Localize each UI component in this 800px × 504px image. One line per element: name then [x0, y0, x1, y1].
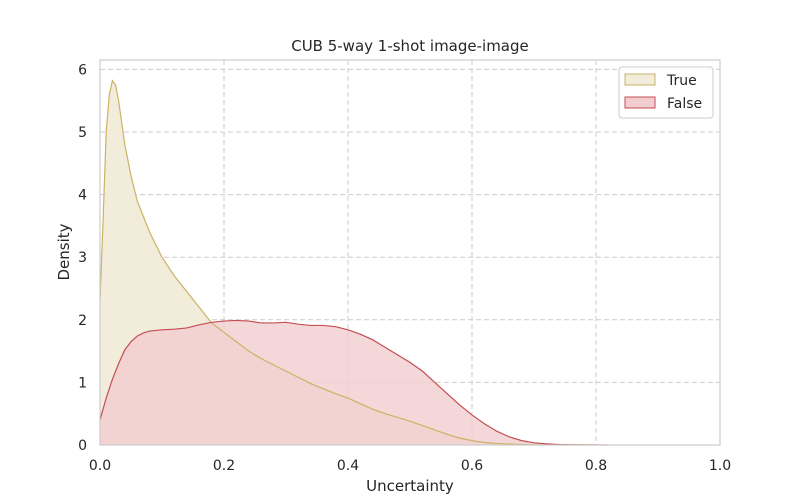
- legend-swatch-false: [624, 96, 656, 109]
- x-tick-label: 0.0: [89, 458, 111, 474]
- legend-label-false: False: [667, 96, 702, 112]
- series-layer: [99, 79, 609, 446]
- chart-title: CUB 5-way 1-shot image-image: [291, 37, 529, 55]
- y-tick-label: 3: [78, 250, 87, 266]
- x-axis-label: Uncertainty: [366, 477, 454, 495]
- y-tick-label: 0: [78, 438, 87, 454]
- legend: True False: [618, 66, 714, 119]
- x-tick-label: 0.8: [585, 458, 607, 474]
- legend-label-true: True: [666, 73, 697, 89]
- series-area-false: [100, 320, 609, 445]
- y-tick-label: 4: [78, 188, 87, 204]
- plot-frame: [99, 59, 721, 446]
- grid: [100, 60, 720, 445]
- series-line-true: [99, 79, 597, 446]
- y-tick-label: 1: [78, 375, 87, 391]
- y-axis-label: Density: [55, 223, 73, 280]
- x-tick-label: 0.6: [461, 458, 483, 474]
- tick-labels: 0.0 0.2 0.4 0.6 0.8 1.0 0 1 2 3 4 5 6: [78, 62, 731, 474]
- y-tick-label: 5: [78, 125, 87, 141]
- x-tick-label: 1.0: [709, 458, 731, 474]
- legend-swatch-true: [624, 73, 656, 86]
- y-tick-label: 2: [78, 313, 87, 329]
- x-tick-label: 0.2: [213, 458, 235, 474]
- y-tick-label: 6: [78, 62, 87, 78]
- series-line-false: [99, 319, 609, 446]
- x-tick-label: 0.4: [337, 458, 359, 474]
